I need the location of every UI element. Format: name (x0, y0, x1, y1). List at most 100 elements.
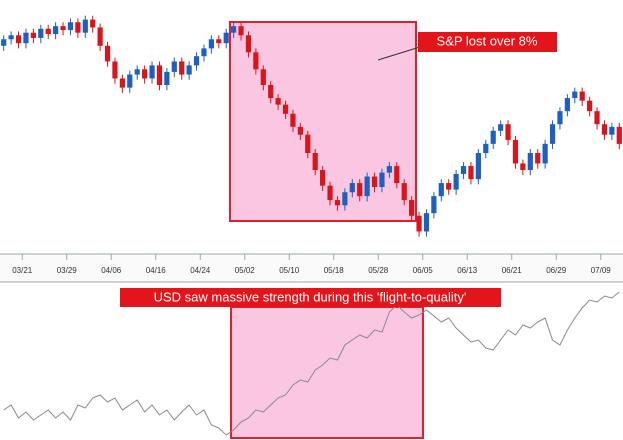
annotation-box (120, 288, 501, 307)
x-tick-label: 05/02 (235, 266, 256, 275)
candle-body (238, 26, 244, 36)
candle-body (364, 176, 370, 197)
candle-body (549, 124, 556, 144)
candle-body (498, 124, 504, 131)
candle-body (416, 215, 422, 232)
candle-body (1, 39, 7, 46)
highlight-region (230, 306, 424, 439)
candle-body (357, 183, 363, 197)
candle-body (127, 74, 133, 88)
candle-body (371, 176, 378, 187)
candle-body (290, 113, 296, 127)
candle-body (446, 183, 452, 190)
candle-body (423, 213, 430, 232)
candle-body (260, 69, 266, 85)
candle-body (512, 139, 519, 164)
candle-body (386, 166, 392, 173)
candle-body (223, 32, 229, 44)
candle-body (216, 39, 222, 44)
candle-body (193, 56, 200, 66)
candle-body (282, 104, 289, 114)
candle-body (60, 26, 66, 31)
candle-body (75, 22, 81, 33)
candle-body (305, 134, 311, 153)
candle-body (572, 91, 578, 99)
candle-body (379, 172, 385, 187)
annotation: USD saw massive strength during this 'fl… (154, 289, 467, 304)
candle-body (579, 91, 585, 101)
candle-body (468, 166, 474, 180)
candle-body (275, 98, 281, 105)
candle-body (334, 200, 341, 206)
candle-body (453, 173, 459, 190)
candle-body (245, 35, 252, 53)
candle-body (505, 124, 511, 140)
candle-body (104, 45, 111, 62)
candle-body (82, 19, 88, 33)
candle-body (394, 166, 400, 184)
candle-body (490, 130, 496, 144)
candle-body (231, 26, 237, 33)
candle-body (483, 143, 489, 153)
candle-body (208, 39, 214, 49)
annotation: S&P lost over 8% (437, 33, 538, 48)
candle-body (119, 78, 125, 88)
candle-body (8, 35, 14, 40)
marks: 03/21 03/29 04/06 04/16 04/24 05/02 05/10 05/18… (1, 15, 622, 436)
candle-body (112, 61, 118, 79)
candle-body (156, 65, 163, 85)
candle-body (431, 196, 437, 214)
candle-body (15, 35, 22, 44)
x-tick-label: 06/05 (413, 266, 434, 275)
candle-body (520, 163, 526, 170)
candle-body (535, 153, 541, 164)
candle-body (67, 22, 74, 31)
candle-body (438, 183, 444, 197)
candle-body (557, 111, 563, 125)
x-tick-label: 06/21 (502, 266, 523, 275)
candle-body (142, 69, 148, 79)
candle-body (201, 48, 207, 57)
candle-body (53, 26, 59, 34)
candle-body (253, 52, 259, 70)
candle-body (45, 28, 51, 34)
x-tick-label: 04/06 (101, 266, 122, 275)
candle-body (327, 185, 333, 201)
candle-body (409, 200, 415, 216)
candle-body (587, 100, 593, 112)
candle-body (30, 32, 36, 38)
candle-body (186, 65, 192, 75)
x-tick-label: 05/10 (279, 266, 300, 275)
candle-body (609, 126, 615, 135)
candle-body (564, 98, 570, 112)
candle-body (320, 170, 326, 186)
x-axis-band (0, 254, 623, 282)
candle-body (297, 126, 303, 135)
candle-body (312, 153, 318, 170)
candle-body (601, 124, 608, 135)
candle-body (90, 19, 96, 28)
candle-body (475, 153, 481, 180)
candle-body (460, 166, 467, 174)
candle-body (342, 192, 348, 206)
candle-body (401, 183, 407, 201)
candle-body (38, 28, 44, 38)
x-tick-label: 03/29 (57, 266, 78, 275)
x-tick-label: 05/28 (368, 266, 389, 275)
candle-body (149, 65, 155, 79)
x-tick-label: 06/13 (457, 266, 478, 275)
candle-body (134, 69, 140, 75)
candle-body (594, 111, 600, 125)
candle-body (97, 27, 103, 46)
candle-body (179, 61, 185, 75)
candle-body (349, 183, 355, 193)
x-tick-label: 07/09 (591, 266, 612, 275)
line-series (3, 291, 620, 436)
highlight-region (229, 21, 417, 222)
x-tick-label: 04/24 (190, 266, 211, 275)
candle-body (171, 61, 177, 72)
x-tick-label: 05/18 (324, 266, 345, 275)
x-tick-label: 03/21 (12, 266, 33, 275)
annotation-box (418, 32, 557, 52)
